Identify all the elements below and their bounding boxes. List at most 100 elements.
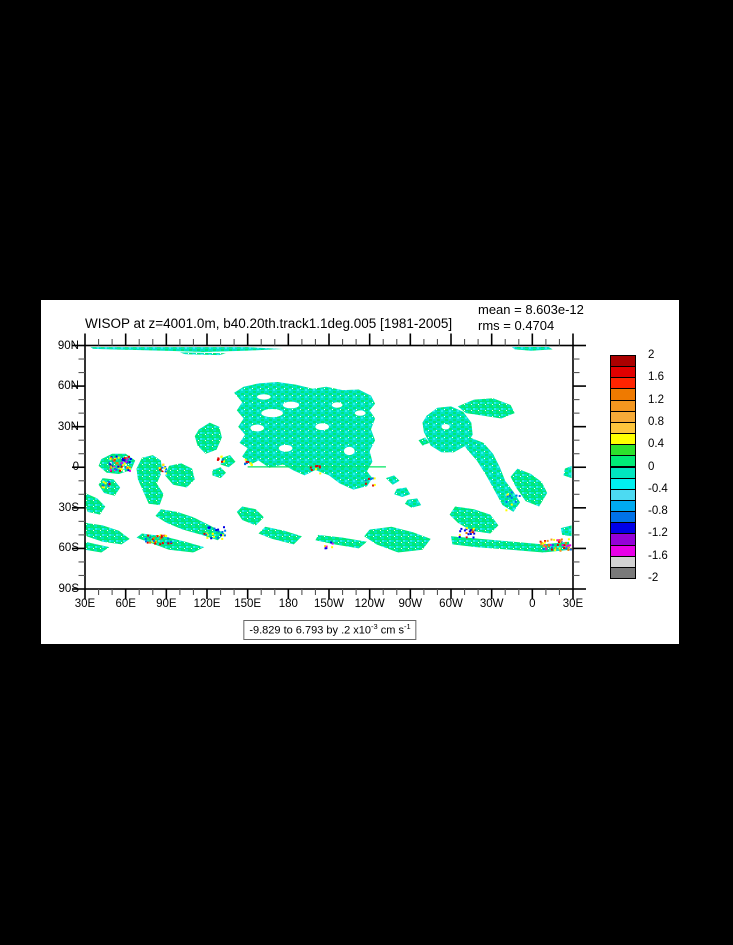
field-speck <box>126 467 129 469</box>
field-speck <box>553 538 556 541</box>
region-south-atlantic-streak <box>451 536 571 553</box>
field-speck <box>159 543 162 546</box>
field-speck <box>152 537 155 540</box>
field-speck <box>544 540 546 543</box>
field-speck <box>121 457 124 460</box>
field-speck <box>121 468 124 471</box>
field-speck <box>542 545 545 548</box>
x-axis-label-3-120E: 120E <box>193 598 221 610</box>
contour-range-caption: -9.829 to 6.793 by .2 x10-3 cm s-1 <box>243 620 417 640</box>
field-speck <box>459 530 462 533</box>
x-axis-label-4-150E: 150E <box>234 598 262 610</box>
field-speck <box>162 463 165 466</box>
stats-block: mean = 8.603e-12 rms = 0.4704 <box>478 302 584 334</box>
field-hole <box>278 444 293 452</box>
field-speck <box>128 467 131 470</box>
field-speck <box>109 458 112 461</box>
field-speck <box>120 465 123 468</box>
region-mid-atlantic-band <box>461 437 521 512</box>
field-speck <box>102 484 105 487</box>
field-speck <box>124 463 127 466</box>
field-speck <box>471 528 474 531</box>
colorbar-label--0.8: -0.8 <box>648 505 668 518</box>
field-speck <box>165 472 167 475</box>
field-speck <box>112 460 115 463</box>
field-speck <box>469 533 472 535</box>
field-speck <box>319 472 322 475</box>
field-speck <box>249 462 252 465</box>
field-speck <box>567 548 570 551</box>
field-speck <box>115 455 118 458</box>
field-speck <box>103 486 105 489</box>
field-speck <box>123 462 126 465</box>
map-plot <box>72 333 586 599</box>
region-tasman-patch <box>236 506 264 526</box>
field-speck <box>152 540 155 542</box>
field-speck <box>558 541 560 544</box>
field-speck <box>518 495 521 497</box>
field-speck <box>203 532 206 535</box>
field-speck <box>119 463 122 466</box>
field-speck <box>121 459 124 462</box>
field-speck <box>505 500 508 503</box>
x-axis-label-12-30E: 30E <box>562 598 584 610</box>
x-axis-label-5-180: 180 <box>278 598 298 610</box>
field-speck <box>215 529 218 532</box>
field-speck <box>567 544 570 547</box>
field-speck <box>467 533 470 536</box>
field-speck <box>104 482 107 485</box>
field-speck <box>550 538 553 541</box>
field-speck <box>324 545 326 548</box>
field-speck <box>107 481 110 483</box>
region-east-atlantic-band <box>510 468 548 507</box>
field-speck <box>156 535 159 538</box>
x-axis-label-2-90E: 90E <box>156 598 177 610</box>
field-speck <box>125 460 128 463</box>
y-axis-label-0: 0 <box>72 461 79 474</box>
field-speck <box>468 530 471 533</box>
field-speck <box>460 527 463 530</box>
field-speck <box>560 538 563 541</box>
field-speck <box>126 460 129 463</box>
field-speck <box>220 455 223 458</box>
field-speck <box>318 465 321 468</box>
field-speck <box>113 467 116 470</box>
field-speck <box>129 469 131 472</box>
field-hole <box>354 410 366 416</box>
field-speck <box>165 468 168 471</box>
field-speck <box>109 463 112 466</box>
field-speck <box>151 540 154 543</box>
field-speck <box>154 540 157 543</box>
field-speck <box>117 465 120 468</box>
field-hole <box>257 394 271 400</box>
field-speck <box>110 466 113 469</box>
region-left-southern-strip <box>85 541 110 553</box>
field-speck <box>465 536 468 539</box>
plot-title: WISOP at z=4001.0m, b40.20th.track1.1deg… <box>85 316 453 331</box>
region-arctic-strip-east <box>512 347 553 351</box>
field-speck <box>128 466 131 469</box>
field-speck <box>471 531 474 534</box>
field-speck <box>373 477 376 480</box>
field-speck <box>114 468 116 471</box>
field-speck <box>372 477 374 480</box>
field-speck <box>213 527 216 530</box>
field-speck <box>164 466 167 469</box>
field-speck <box>550 548 553 551</box>
region-north-atlantic-blob <box>422 406 473 453</box>
field-speck <box>123 457 126 460</box>
colorbar-label-0.8: 0.8 <box>648 415 664 428</box>
field-speck <box>563 544 566 547</box>
field-speck <box>221 537 224 540</box>
field-speck <box>316 465 319 467</box>
region-arctic-strip-west2 <box>179 352 226 356</box>
colorbar-label-2: 2 <box>648 349 655 361</box>
field-speck <box>122 470 125 472</box>
field-speck <box>161 466 164 469</box>
field-speck <box>542 542 544 545</box>
x-axis-label-6-150W: 150W <box>313 598 345 610</box>
field-speck <box>109 469 112 472</box>
field-speck <box>546 539 549 542</box>
field-speck <box>245 460 248 463</box>
field-speck <box>324 547 327 550</box>
